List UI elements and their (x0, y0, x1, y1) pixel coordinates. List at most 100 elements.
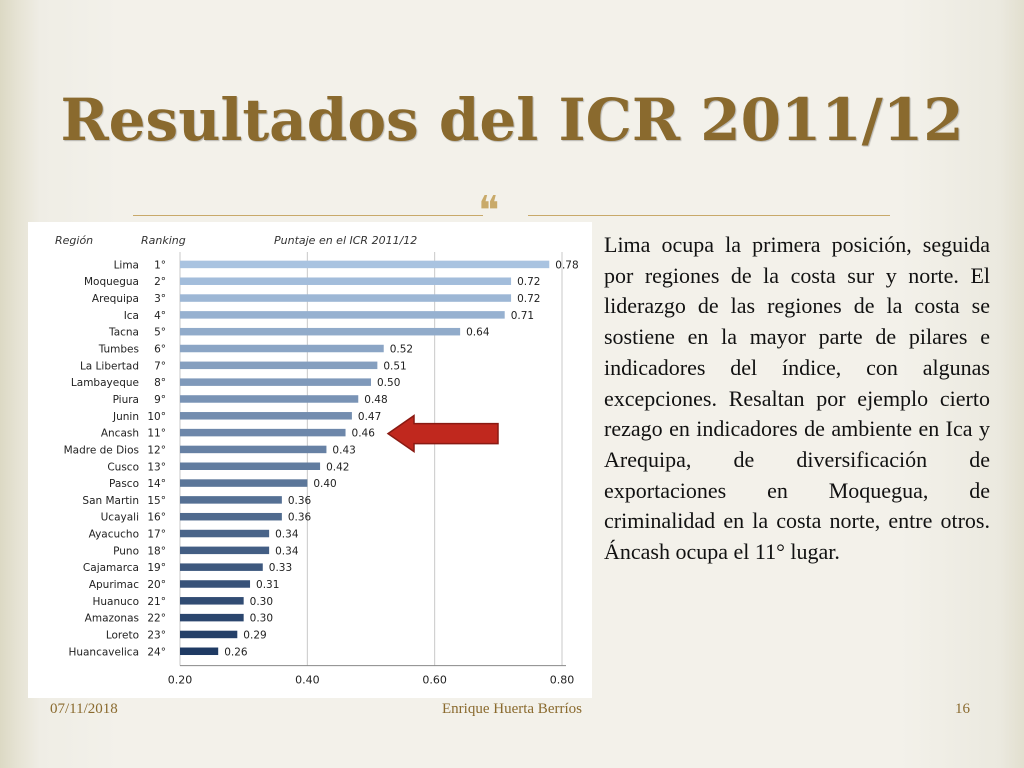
bar (180, 563, 263, 571)
region-label: Huancavelica (68, 646, 139, 658)
value-label: 0.30 (250, 613, 273, 625)
ranking-label: 10° (147, 411, 166, 423)
ranking-label: 15° (147, 495, 166, 507)
region-label: Cusco (107, 461, 139, 473)
ranking-label: 21° (147, 596, 166, 608)
value-label: 0.29 (243, 629, 266, 641)
ranking-label: 20° (147, 579, 166, 591)
bar (180, 260, 550, 269)
region-label: Ucayali (101, 512, 139, 524)
value-label: 0.34 (275, 545, 299, 557)
value-label: 0.34 (275, 529, 299, 541)
region-label: Cajamarca (83, 562, 139, 574)
region-label: Puno (113, 545, 139, 557)
ranking-label: 9° (154, 394, 166, 406)
header-region: Región (55, 234, 93, 247)
header-ranking: Ranking (141, 234, 186, 247)
bar (180, 529, 270, 538)
region-label: Amazonas (85, 613, 139, 625)
bar (180, 344, 384, 353)
icr-bar-chart: Región Ranking Puntaje en el ICR 2011/12 Li… (55, 234, 579, 687)
x-tick-label: 0.40 (295, 674, 320, 687)
bar (180, 546, 270, 555)
region-label: Apurimac (89, 579, 139, 591)
bar (180, 512, 282, 521)
ranking-label: 6° (154, 344, 166, 356)
footer-page-number: 16 (955, 701, 970, 717)
value-label: 0.71 (511, 310, 534, 322)
ranking-label: 1° (154, 259, 166, 271)
ranking-label: 16° (147, 512, 166, 524)
icr-chart-panel: Región Ranking Puntaje en el ICR 2011/12 Li… (28, 222, 592, 698)
highlight-arrow-icon (386, 414, 499, 454)
bar (180, 580, 251, 588)
ranking-label: 12° (147, 444, 166, 456)
region-label: Ica (124, 310, 139, 322)
value-label: 0.40 (313, 478, 336, 490)
ranking-label: 24° (147, 646, 166, 658)
slide-title: Resultados del ICR 2011/12 (60, 86, 964, 154)
region-label: Huanuco (93, 596, 140, 608)
ranking-label: 3° (154, 293, 166, 305)
value-label: 0.30 (250, 596, 273, 608)
ranking-label: 8° (154, 377, 166, 389)
ranking-label: 13° (147, 461, 166, 473)
bar (180, 496, 282, 504)
bar (180, 294, 512, 302)
region-label: San Martin (82, 495, 139, 507)
value-label: 0.72 (517, 276, 540, 288)
bar (180, 647, 219, 656)
region-label: Loreto (106, 629, 139, 641)
ranking-label: 19° (147, 562, 166, 574)
bar (180, 613, 244, 622)
value-label: 0.72 (517, 293, 540, 305)
bar (180, 630, 238, 639)
ranking-label: 17° (147, 529, 166, 541)
value-label: 0.51 (383, 360, 406, 372)
bar (180, 395, 359, 403)
x-tick-label: 0.80 (550, 674, 575, 687)
ranking-label: 23° (147, 629, 166, 641)
region-label: Lima (114, 259, 139, 271)
region-label: Ayacucho (89, 529, 139, 541)
value-label: 0.36 (288, 512, 312, 524)
footer-date: 07/11/2018 (50, 701, 118, 717)
title-rule-left (133, 215, 483, 216)
bar (180, 277, 512, 285)
value-label: 0.48 (364, 394, 387, 406)
bar (180, 311, 505, 319)
value-label: 0.52 (390, 344, 413, 356)
bar (180, 462, 321, 470)
value-label: 0.26 (224, 646, 248, 658)
bar (180, 428, 346, 437)
value-label: 0.36 (288, 495, 312, 507)
ranking-label: 5° (154, 327, 166, 339)
value-label: 0.31 (256, 579, 279, 591)
region-label: Lambayeque (71, 377, 139, 389)
region-label: Tacna (108, 327, 139, 339)
ranking-label: 22° (147, 613, 166, 625)
bar (180, 479, 308, 487)
region-label: Ancash (101, 428, 139, 440)
ranking-label: 11° (147, 428, 166, 440)
value-label: 0.78 (555, 259, 578, 271)
title-rule-right (528, 215, 890, 216)
header-score: Puntaje en el ICR 2011/12 (274, 234, 417, 247)
region-label: Madre de Dios (64, 444, 139, 456)
bar (180, 597, 244, 605)
value-label: 0.50 (377, 377, 400, 389)
x-tick-label: 0.20 (168, 674, 193, 687)
slide-body-text: Lima ocupa la primera posición, seguida … (604, 232, 990, 565)
value-label: 0.33 (269, 562, 292, 574)
region-label: Piura (113, 394, 139, 406)
footer-author: Enrique Huerta Berríos (442, 701, 582, 717)
value-label: 0.64 (466, 327, 490, 339)
bar (180, 412, 352, 420)
region-label: La Libertad (80, 360, 139, 372)
region-label: Tumbes (98, 344, 139, 356)
value-label: 0.46 (352, 428, 376, 440)
ranking-label: 18° (147, 545, 166, 557)
ranking-label: 2° (154, 276, 166, 288)
x-tick-label: 0.60 (422, 674, 447, 687)
ranking-label: 4° (154, 310, 166, 322)
